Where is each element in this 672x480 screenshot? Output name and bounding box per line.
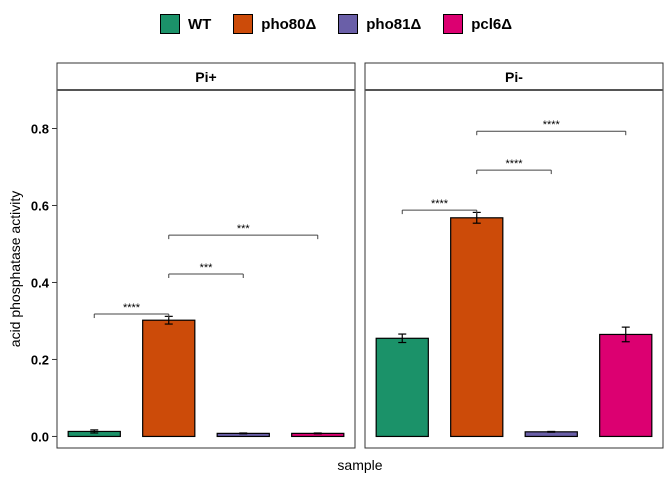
legend-label-pho80: pho80Δ	[261, 15, 317, 33]
y-tick-label: 0.2	[31, 352, 49, 367]
significance-label: ***	[200, 262, 214, 274]
legend-item-pcl6: pcl6Δ	[443, 14, 512, 34]
y-tick-label: 0.0	[31, 429, 49, 444]
facet-strip-1	[364, 62, 664, 91]
legend-item-pho80: pho80Δ	[233, 14, 316, 34]
significance-label: ****	[431, 198, 449, 210]
legend-label-wt: WT	[187, 15, 212, 33]
y-tick-label: 0.8	[31, 121, 49, 136]
x-axis-label: sample	[337, 457, 382, 473]
y-tick-label: 0.4	[31, 275, 50, 290]
significance-label: ****	[505, 158, 523, 170]
facet-label-1: Pi-	[505, 69, 523, 85]
y-tick-label: 0.6	[31, 198, 49, 213]
bar-pho80Δ	[450, 217, 504, 438]
legend-swatch-pho80	[233, 14, 254, 34]
legend-swatch-pho81	[338, 14, 359, 34]
y-axis-label: acid phosphatase activity	[7, 191, 23, 347]
legend-label-pho81: pho81Δ	[366, 15, 422, 33]
legend-item-wt: WT	[159, 14, 212, 34]
bar-pho80Δ	[142, 319, 196, 438]
legend-item-pho81: pho81Δ	[338, 14, 421, 34]
legend-swatch-wt	[159, 14, 180, 34]
bar-pcl6Δ	[599, 333, 653, 438]
significance-label: ***	[237, 223, 251, 235]
bar-WT	[375, 337, 429, 438]
significance-label: ****	[543, 119, 561, 131]
facet-label-0: Pi+	[195, 69, 216, 85]
significance-label: ****	[123, 302, 141, 314]
legend-swatch-pcl6	[443, 14, 464, 34]
facet-strip-0	[56, 62, 356, 91]
legend-label-pcl6: pcl6Δ	[471, 15, 513, 33]
legend: WT pho80Δ pho81Δ pcl6Δ	[0, 14, 672, 34]
